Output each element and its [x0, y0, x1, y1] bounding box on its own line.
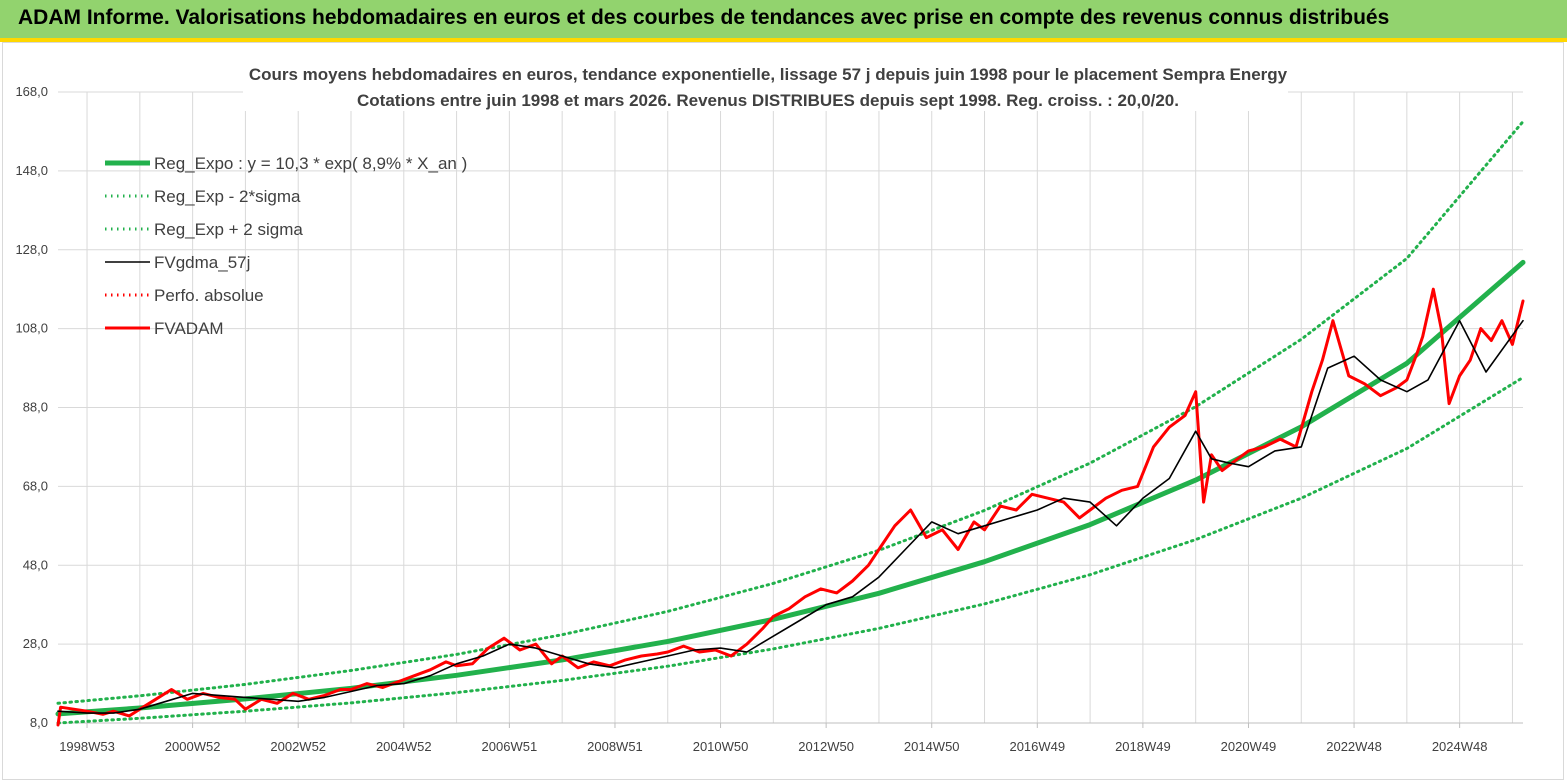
- y-tick-label: 8,0: [30, 715, 48, 730]
- x-tick-label: 2012W50: [798, 739, 854, 754]
- y-tick-label: 128,0: [15, 242, 48, 257]
- chart-area: 8,0 28,0 48,0 68,0 88,0 108,0 128,0 148,0 168,0 1…: [2, 42, 1564, 780]
- series-line-1: [56, 376, 1525, 725]
- series: [55, 120, 1526, 727]
- y-tick-label: 68,0: [23, 478, 48, 493]
- series-line-2: [56, 120, 1525, 705]
- y-tick-label: 28,0: [23, 636, 48, 651]
- y-tick-label: 168,0: [15, 84, 48, 99]
- grid: [58, 91, 1523, 724]
- y-tick-label: 48,0: [23, 557, 48, 572]
- x-tick-label: 2016W49: [1009, 739, 1065, 754]
- legend-label-1: Reg_Exp - 2*sigma: [154, 187, 301, 206]
- banner-strip: [0, 38, 1567, 42]
- series-line-3: [57, 319, 1524, 714]
- y-tick-label: 148,0: [15, 163, 48, 178]
- chart-svg: 8,0 28,0 48,0 68,0 88,0 108,0 128,0 148,0 168,0 1…: [15, 59, 1526, 754]
- x-tick-label: 2006W51: [482, 739, 538, 754]
- x-tick-label: 2014W50: [904, 739, 960, 754]
- chart-subtitle: Cotations entre juin 1998 et mars 2026. …: [357, 91, 1179, 110]
- legend-label-3: FVgdma_57j: [154, 253, 250, 272]
- series-line-5: [56, 287, 1525, 727]
- y-tick-label: 88,0: [23, 400, 48, 415]
- legend: Reg_Expo : y = 10,3 * exp( 8,9% * X_an )…: [105, 154, 467, 338]
- x-tick-label: 2010W50: [693, 739, 749, 754]
- x-tick-label: 2018W49: [1115, 739, 1171, 754]
- y-tick-label: 108,0: [15, 321, 48, 336]
- page-title: ADAM Informe. Valorisations hebdomadaire…: [18, 6, 1390, 29]
- chart-title: Cours moyens hebdomadaires en euros, ten…: [249, 65, 1288, 84]
- page-title-banner: ADAM Informe. Valorisations hebdomadaire…: [0, 0, 1567, 38]
- x-tick-label: 2002W52: [270, 739, 326, 754]
- x-tick-label: 2024W48: [1432, 739, 1488, 754]
- title-background: [243, 59, 1288, 111]
- x-tick-label: 2020W49: [1221, 739, 1277, 754]
- legend-label-4: Perfo. absolue: [154, 286, 264, 305]
- legend-label-5: FVADAM: [154, 319, 224, 338]
- legend-label-0: Reg_Expo : y = 10,3 * exp( 8,9% * X_an ): [154, 154, 467, 173]
- axes: 8,0 28,0 48,0 68,0 88,0 108,0 128,0 148,0 168,0 1…: [15, 84, 1523, 754]
- x-tick-label: 2004W52: [376, 739, 432, 754]
- x-tick-label: 2008W51: [587, 739, 643, 754]
- x-tick-label: 1998W53: [59, 739, 115, 754]
- x-tick-label: 2000W52: [165, 739, 221, 754]
- legend-label-2: Reg_Exp + 2 sigma: [154, 220, 303, 239]
- x-tick-label: 2022W48: [1326, 739, 1382, 754]
